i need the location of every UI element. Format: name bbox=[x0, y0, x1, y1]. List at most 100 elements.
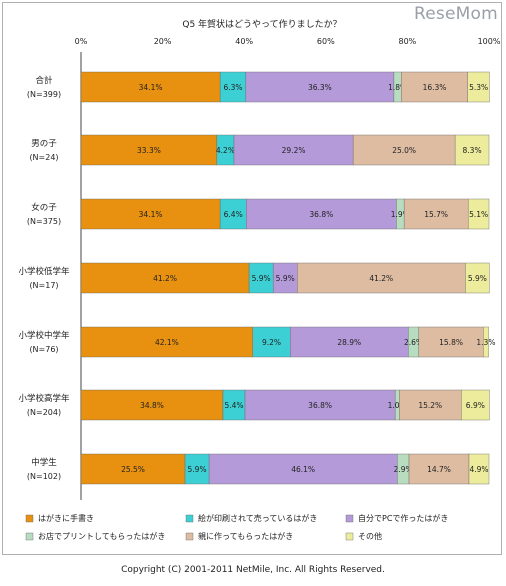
data-label: 15.7% bbox=[424, 210, 448, 219]
bar-segment bbox=[465, 262, 490, 294]
data-label: 29.2% bbox=[282, 146, 306, 155]
watermark-logo: ReseMom bbox=[414, 4, 498, 24]
x-tick-label: 60% bbox=[317, 37, 335, 46]
bar-segment bbox=[290, 326, 409, 358]
copyright-notice: Copyright (C) 2001-2011 NetMile, Inc. Al… bbox=[121, 565, 385, 575]
x-tick-label: 20% bbox=[154, 37, 172, 46]
legend-swatch bbox=[345, 514, 354, 523]
data-label: 1.0% bbox=[388, 401, 407, 410]
bar-segment bbox=[80, 389, 224, 421]
bar-segment bbox=[461, 389, 490, 421]
x-tick-label: 40% bbox=[235, 37, 253, 46]
bar-segment bbox=[297, 262, 466, 294]
data-label: 42.1% bbox=[155, 338, 179, 347]
bar-segment bbox=[233, 134, 354, 166]
data-label: 6.4% bbox=[224, 210, 243, 219]
data-label: 4.2% bbox=[216, 146, 235, 155]
legend: はがきに手書き 絵が印刷されて売っているはがき 自分でPCで作ったはがきお店でプリン… bbox=[25, 513, 448, 541]
bar-segment bbox=[208, 453, 398, 485]
data-label: 36.3% bbox=[308, 83, 332, 92]
data-label: 34.8% bbox=[140, 401, 164, 410]
bar-segment bbox=[468, 453, 490, 485]
bar-segment bbox=[244, 389, 396, 421]
x-tick-label: 80% bbox=[399, 37, 417, 46]
chart-title: Q5 年賀状はどうやって作りましたか？ bbox=[182, 18, 341, 30]
bar-segment bbox=[252, 326, 291, 358]
bar-segment bbox=[352, 134, 456, 166]
category-n-label: (N=17) bbox=[29, 281, 58, 290]
category-label: 合計 bbox=[35, 75, 53, 86]
data-label: 25.5% bbox=[121, 465, 145, 474]
bar-segment bbox=[403, 198, 469, 230]
bar-segment bbox=[80, 198, 221, 230]
legend-swatch bbox=[25, 532, 34, 541]
category-label: 小学校低学年 bbox=[18, 266, 70, 277]
data-label: 4.9% bbox=[469, 465, 488, 474]
bar-segment bbox=[454, 134, 490, 166]
data-label: 1.3% bbox=[476, 338, 495, 347]
category-label: 小学校中学年 bbox=[18, 330, 70, 341]
data-label: 1.8% bbox=[388, 83, 407, 92]
data-label: 6.9% bbox=[466, 401, 485, 410]
data-label: 1.9% bbox=[391, 210, 410, 219]
bar-segment bbox=[483, 326, 489, 358]
legend-label: 絵が印刷されて売っているはがき bbox=[198, 513, 317, 523]
bar-segment bbox=[184, 453, 210, 485]
bar-segment bbox=[219, 71, 247, 103]
data-label: 14.7% bbox=[427, 465, 451, 474]
category-labels: 合計 (N=399) 男の子 (N=24) 女の子 (N=375) 小学校低学年 (N=17)… bbox=[18, 75, 70, 481]
category-n-label: (N=76) bbox=[29, 345, 58, 354]
legend-swatch bbox=[25, 514, 34, 523]
category-label: 中学生 bbox=[31, 457, 57, 468]
bar-segment bbox=[418, 326, 484, 358]
data-label: 9.2% bbox=[262, 338, 281, 347]
category-label: 小学校高学年 bbox=[18, 393, 70, 404]
legend-swatch bbox=[345, 532, 354, 541]
data-label: 5.4% bbox=[224, 401, 243, 410]
data-label: 15.2% bbox=[418, 401, 442, 410]
data-label: 5.9% bbox=[188, 465, 207, 474]
legend-label: 自分でPCで作ったはがき bbox=[358, 513, 448, 523]
bar-segment bbox=[408, 453, 470, 485]
data-label: 5.9% bbox=[468, 274, 487, 283]
data-label: 36.8% bbox=[308, 401, 332, 410]
category-label: 男の子 bbox=[31, 139, 57, 149]
x-tick-label: 0% bbox=[75, 37, 88, 46]
data-label: 6.3% bbox=[223, 83, 242, 92]
bar-segment bbox=[219, 198, 247, 230]
data-label: 15.8% bbox=[439, 338, 463, 347]
data-label: 5.9% bbox=[252, 274, 271, 283]
data-label: 28.9% bbox=[337, 338, 361, 347]
bar-rows: 34.1% 6.3% 36.3% 1.8% 16.3% 5.3% 33.3% 4.2% 29.2… bbox=[80, 52, 495, 500]
bar-segment bbox=[246, 198, 397, 230]
stacked-bar-chart: Q5 年賀状はどうやって作りましたか？ 0% 20% 40% 60% 80% 100% 3… bbox=[18, 18, 501, 541]
legend-label: お店でプリントしてもらったはがき bbox=[38, 531, 165, 541]
data-label: 2.9% bbox=[394, 465, 413, 474]
data-label: 41.2% bbox=[153, 274, 177, 283]
data-label: 8.3% bbox=[463, 146, 482, 155]
x-tick-label: 100% bbox=[478, 37, 501, 46]
data-label: 36.8% bbox=[309, 210, 333, 219]
bar-segment bbox=[80, 326, 253, 358]
data-label: 2.6% bbox=[404, 338, 423, 347]
category-n-label: (N=399) bbox=[27, 90, 61, 99]
legend-label: その他 bbox=[358, 531, 382, 541]
data-label: 25.0% bbox=[392, 146, 416, 155]
bar-segment bbox=[272, 262, 298, 294]
data-label: 5.9% bbox=[276, 274, 295, 283]
data-label: 46.1% bbox=[291, 465, 315, 474]
x-axis-ticks: 0% 20% 40% 60% 80% 100% bbox=[75, 37, 501, 46]
legend-label: はがきに手書き bbox=[38, 513, 94, 523]
data-label: 34.1% bbox=[139, 83, 163, 92]
legend-swatch bbox=[185, 532, 194, 541]
bar-segment bbox=[245, 71, 395, 103]
bar-segment bbox=[467, 71, 490, 103]
bar-segment bbox=[80, 134, 218, 166]
data-label: 34.1% bbox=[139, 210, 163, 219]
legend-label: 親に作ってもらったはがき bbox=[198, 531, 293, 541]
bar-segment bbox=[399, 389, 462, 421]
category-label: 女の子 bbox=[31, 202, 57, 213]
data-label: 5.3% bbox=[469, 83, 488, 92]
category-n-label: (N=24) bbox=[29, 153, 58, 162]
bar-segment bbox=[80, 453, 186, 485]
